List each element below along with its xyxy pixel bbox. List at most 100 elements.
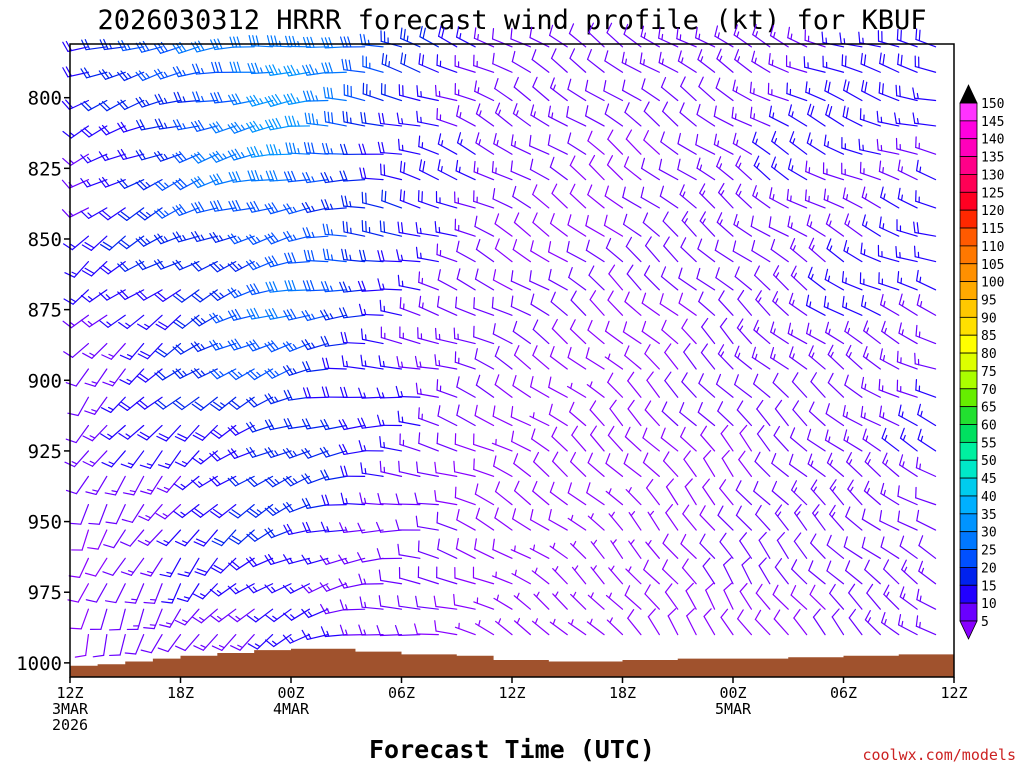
- barb-feather: [251, 62, 256, 74]
- wind-barb: [68, 557, 90, 578]
- wind-barb: [736, 400, 753, 427]
- barb-half-feather: [864, 221, 868, 228]
- barb-feather: [234, 338, 242, 349]
- wind-barb: [418, 295, 439, 316]
- wind-barb: [786, 188, 808, 209]
- barb-feather: [80, 294, 91, 303]
- barb-half-feather: [864, 301, 867, 309]
- wind-barb: [533, 451, 550, 477]
- wind-barb: [303, 142, 329, 155]
- barb-shaft: [150, 634, 163, 654]
- wind-barb: [153, 233, 182, 245]
- barb-feather: [264, 528, 273, 539]
- barb-feather: [827, 344, 834, 356]
- barb-feather: [301, 418, 308, 430]
- barb-half-feather: [163, 236, 169, 242]
- barb-feather: [158, 321, 169, 328]
- wind-barb: [866, 583, 881, 610]
- wind-barb: [494, 102, 513, 127]
- wind-barb: [453, 460, 476, 477]
- barb-feather: [328, 37, 334, 49]
- barb-half-feather: [551, 112, 554, 119]
- barb-half-feather: [197, 481, 204, 486]
- wind-barb: [436, 54, 458, 73]
- wind-barb: [118, 396, 145, 411]
- credit-link[interactable]: coolwx.com/models: [862, 746, 1016, 764]
- barb-feather: [119, 379, 130, 385]
- barb-feather: [191, 616, 202, 624]
- wind-barb: [915, 456, 937, 477]
- barb-feather: [135, 150, 143, 161]
- wind-barb: [628, 510, 642, 531]
- wind-barb: [756, 399, 771, 427]
- wind-barb: [825, 403, 845, 427]
- barb-shaft: [741, 564, 753, 585]
- barb-feather: [246, 284, 253, 296]
- barb-shaft: [739, 432, 753, 452]
- colorbar-tick-label: 90: [981, 311, 997, 326]
- barb-shaft: [660, 86, 679, 102]
- barb-feather: [235, 171, 242, 182]
- barb-half-feather: [329, 176, 334, 183]
- barb-half-feather: [810, 273, 814, 280]
- barb-feather: [346, 221, 349, 234]
- barb-shaft: [95, 557, 108, 577]
- barb-feather: [190, 121, 198, 132]
- barb-feather: [880, 482, 885, 495]
- barb-feather: [321, 142, 326, 155]
- barb-half-feather: [808, 87, 811, 95]
- wind-barb: [567, 214, 587, 237]
- barb-half-feather: [846, 246, 849, 254]
- barb-feather: [172, 232, 180, 243]
- barb-feather: [787, 215, 791, 228]
- barb-feather: [249, 201, 257, 213]
- barb-half-feather: [131, 598, 138, 601]
- barb-feather: [120, 121, 128, 132]
- wind-barb: [643, 559, 660, 585]
- wind-barb: [434, 84, 458, 102]
- wind-barb: [455, 159, 476, 181]
- barb-feather: [552, 451, 559, 462]
- barb-half-feather: [477, 87, 480, 94]
- barb-half-feather: [86, 156, 92, 162]
- wind-barb: [228, 608, 255, 623]
- barb-feather: [343, 386, 348, 398]
- barb-feather: [662, 101, 669, 112]
- barb-feather: [858, 31, 861, 44]
- barb-feather: [603, 80, 607, 92]
- barb-shaft: [416, 633, 439, 636]
- wind-barb: [173, 504, 200, 519]
- barb-shaft: [624, 436, 642, 452]
- barb-feather: [608, 264, 616, 275]
- barb-feather: [193, 541, 205, 547]
- barb-feather: [551, 426, 558, 438]
- wind-barb: [569, 48, 587, 73]
- wind-barb: [436, 243, 458, 263]
- barb-shaft: [897, 495, 918, 506]
- wind-barb: [172, 178, 200, 191]
- barb-half-feather: [345, 604, 348, 611]
- barb-half-feather: [572, 591, 577, 598]
- wind-barb: [895, 245, 918, 263]
- wind-barb: [227, 583, 255, 595]
- barb-feather: [209, 370, 218, 380]
- barb-feather: [191, 294, 201, 303]
- barb-half-feather: [902, 461, 905, 468]
- barb-half-feather: [683, 218, 688, 224]
- wind-barb: [880, 186, 900, 209]
- wind-barb: [135, 259, 163, 271]
- barb-feather: [283, 390, 290, 401]
- barb-feather: [264, 394, 272, 405]
- barb-feather: [320, 172, 327, 184]
- barb-feather: [772, 584, 779, 596]
- barb-feather: [323, 469, 330, 480]
- wind-barb: [494, 78, 513, 102]
- barb-half-feather: [92, 489, 99, 492]
- barb-shaft: [678, 302, 697, 316]
- barb-feather: [291, 279, 297, 292]
- barb-shaft: [550, 301, 568, 316]
- barb-feather: [681, 372, 688, 383]
- wind-barb: [549, 24, 568, 48]
- wind-barb: [80, 67, 108, 79]
- barb-feather: [253, 146, 260, 157]
